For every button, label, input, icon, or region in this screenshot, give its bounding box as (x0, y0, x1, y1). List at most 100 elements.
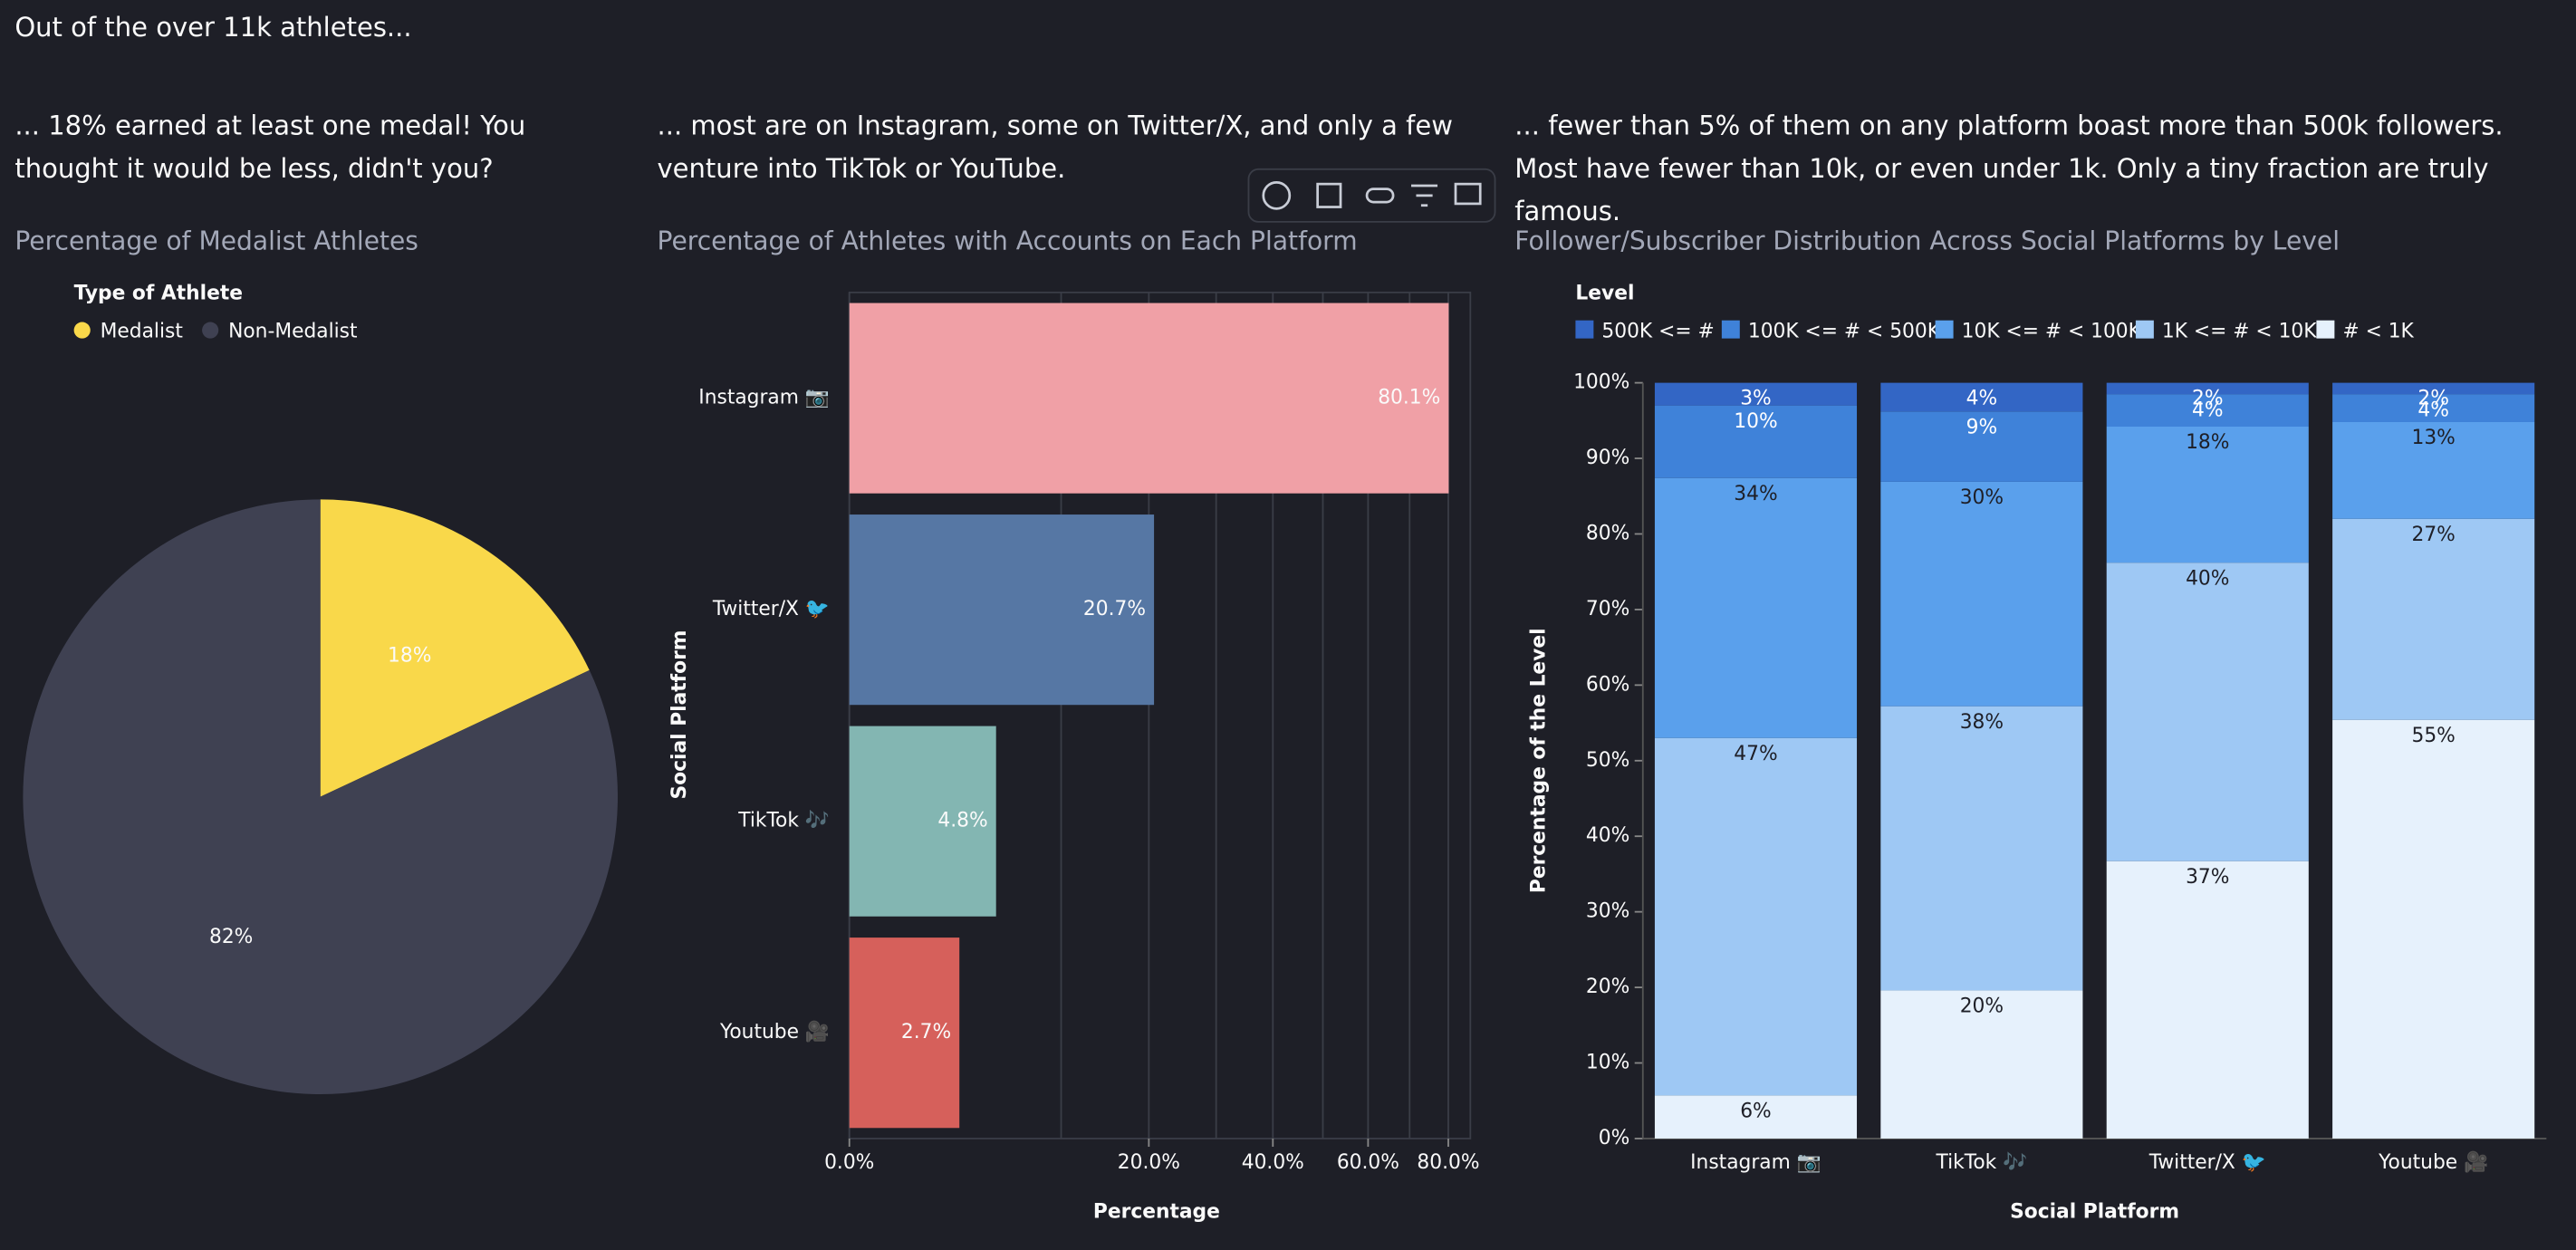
toolbar (1247, 168, 1496, 223)
legend-swatch (202, 322, 219, 339)
legend-label: 100K <= # < 500K (1748, 320, 1941, 342)
y-tick-label: 60% (1586, 673, 1629, 696)
bar-segment (1880, 990, 2083, 1139)
legend-swatch (2135, 320, 2154, 339)
y-tick-label: 80% (1586, 522, 1629, 544)
y-tick-label: 90% (1586, 447, 1629, 469)
comment-button[interactable] (1454, 182, 1482, 206)
bar-segment (2332, 518, 2535, 720)
y-tick-label: 30% (1586, 900, 1629, 923)
x-tick-label: Instagram 📷 (1690, 1151, 1821, 1174)
data-label: 18% (2186, 431, 2229, 454)
data-label: 18% (388, 644, 431, 667)
chart-title: Percentage of Medalist Athletes (14, 226, 418, 256)
y-tick-label: 10% (1586, 1052, 1629, 1074)
bar-segment (1880, 481, 2083, 707)
bar-segment (2106, 427, 2309, 563)
bar-segment (1654, 1095, 1858, 1139)
chart-title: Percentage of Athletes with Accounts on … (657, 226, 1358, 256)
legend-swatch (1721, 320, 1740, 339)
data-label: 4.8% (937, 810, 987, 832)
legend-label: 500K <= # (1601, 320, 1714, 342)
y-tick-label: 40% (1586, 824, 1629, 847)
legend-label: Non-Medalist (228, 320, 357, 342)
x-tick-label: 80.0% (1417, 1151, 1479, 1174)
legend-swatch (1575, 320, 1594, 339)
caption: ... most are on Instagram, some on Twitt… (657, 110, 1454, 185)
bar-segment (2332, 719, 2535, 1139)
data-label: 40% (2186, 567, 2229, 590)
data-label: 47% (1734, 743, 1777, 765)
data-label: 55% (2411, 725, 2455, 747)
y-axis-title: Percentage of the Level (1528, 628, 1551, 893)
link-button[interactable] (1365, 188, 1395, 204)
bar-segment (2106, 382, 2309, 395)
y-tick-label: 70% (1586, 598, 1629, 620)
legend-swatch (73, 322, 91, 339)
data-label: 2% (2417, 388, 2449, 410)
bar (849, 303, 1449, 494)
legend-label: 1K <= # < 10K (2162, 320, 2317, 342)
caption: ... fewer than 5% of them on any platfor… (1514, 110, 2504, 227)
data-label: 6% (1740, 1101, 1772, 1123)
data-label: 30% (1960, 486, 2004, 509)
x-tick-label: 60.0% (1337, 1151, 1399, 1174)
bar-segment (2106, 562, 2309, 861)
caption: ... 18% earned at least one medal! You t… (14, 110, 526, 185)
y-tick-label: 50% (1586, 749, 1629, 772)
x-tick-label: TikTok 🎶 (1935, 1150, 2027, 1174)
bar (849, 938, 960, 1129)
legend-label: Medalist (101, 320, 183, 342)
bar-segment (1880, 382, 2083, 412)
filter-button[interactable] (1411, 184, 1438, 207)
bar-segment (2332, 382, 2535, 395)
toolbar-frame (1247, 168, 1496, 223)
legend-title: Type of Athlete (74, 283, 243, 305)
data-label: 27% (2411, 524, 2455, 546)
x-axis-title: Percentage (1093, 1201, 1220, 1224)
table-button[interactable] (1316, 182, 1342, 208)
y-tick-label: Youtube 🎥 (719, 1020, 830, 1043)
bar-segment (2332, 394, 2535, 422)
legend-swatch (1935, 320, 1954, 339)
pie-slice (320, 499, 590, 797)
data-label: 9% (1966, 416, 1998, 438)
data-label: 3% (1740, 388, 1772, 410)
data-label: 20.7% (1083, 598, 1146, 620)
legend-label: 10K <= # < 100K (1962, 320, 2142, 342)
x-tick-label: 0.0% (824, 1151, 874, 1174)
legend-title: Level (1575, 283, 1634, 305)
bar-segment (1654, 737, 1858, 1096)
bar-segment (2106, 861, 2309, 1139)
y-tick-label: Twitter/X 🐦 (712, 598, 830, 620)
y-tick-label: TikTok 🎶 (737, 809, 830, 832)
y-tick-label: Instagram 📷 (698, 387, 830, 409)
y-tick-label: 100% (1573, 371, 1629, 394)
y-tick-label: 0% (1599, 1127, 1630, 1149)
bar-segment (1880, 411, 2083, 482)
bar-segment (1654, 477, 1858, 738)
y-tick-label: 20% (1586, 976, 1629, 998)
y-axis-title: Social Platform (668, 630, 691, 800)
data-label: 4% (2192, 399, 2224, 421)
explore-button[interactable] (1262, 180, 1292, 210)
x-tick-label: 20.0% (1118, 1151, 1180, 1174)
data-label: 80.1% (1378, 387, 1440, 409)
data-label: 4% (1966, 388, 1998, 410)
data-label: 34% (1734, 483, 1777, 505)
legend-swatch (2316, 320, 2335, 339)
data-label: 82% (209, 926, 253, 948)
bar-segment (1880, 706, 2083, 991)
data-label: 4% (2417, 399, 2449, 421)
bar-segment (1654, 382, 1858, 406)
data-label: 37% (2186, 866, 2229, 889)
data-label: 10% (1734, 410, 1777, 433)
pie-slice (23, 499, 618, 1094)
x-axis-title: Social Platform (2010, 1201, 2179, 1224)
bar (849, 514, 1155, 706)
bar-segment (2106, 394, 2309, 428)
x-tick-label: Youtube 🎥 (2378, 1150, 2488, 1174)
bar (849, 726, 996, 917)
